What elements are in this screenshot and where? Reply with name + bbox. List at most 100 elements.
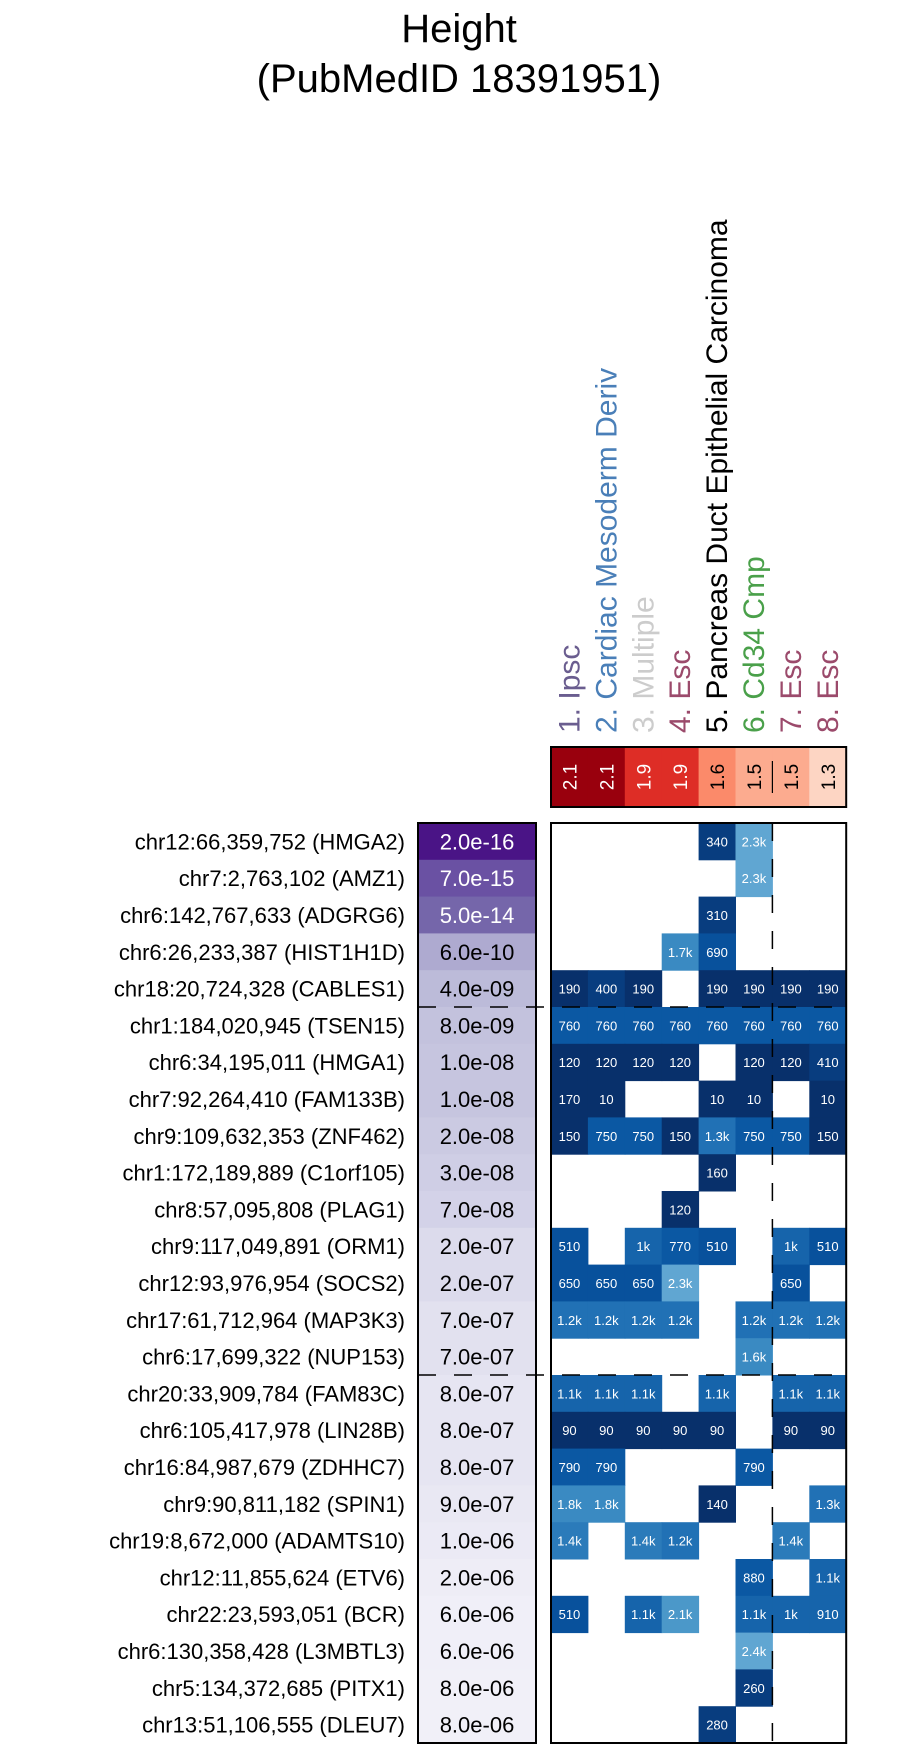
pvalue-label: 8.0e-07 [440,1418,515,1443]
cell-value: 750 [780,1129,802,1144]
cell-value: 1k [636,1239,650,1254]
heatmap-cell [624,1411,663,1450]
cell-value: 760 [559,1018,581,1033]
cell-value: 90 [673,1423,687,1438]
row-label: chr18:20,724,328 (CABLES1) [114,977,405,1002]
heatmap-cell [661,1522,700,1560]
heatmap-cell [735,823,773,861]
pvalue-cell [418,1522,536,1560]
heatmap-cell [735,970,773,1008]
cell-value: 90 [599,1423,613,1438]
pvalue-label: 4.0e-09 [440,977,515,1002]
cell-value: 790 [559,1460,581,1475]
cell-value: 120 [632,1055,654,1070]
enrichment-label: 1.9 [671,764,692,790]
enrichment-cell [735,747,773,807]
pvalue-cell [418,1559,536,1597]
heatmap-cell [698,1706,736,1744]
heatmap-cell [772,1007,810,1045]
enrichment-cell [551,747,589,807]
heatmap-cell [809,1375,847,1413]
pvalue-label: 1.0e-08 [440,1050,515,1075]
enrichment-cell [772,747,810,807]
title-line-2: (PubMedID 18391951) [257,57,662,101]
cell-value: 150 [559,1129,581,1144]
enrichment-label: 1.6 [708,764,729,790]
column-labels: 1. Ipsc 2. Cardiac Mesoderm Deriv 3. Multi… [553,219,844,733]
heatmap-cell [698,896,736,934]
pvalue-label: 8.0e-06 [440,1713,515,1738]
heatmap-cell [698,1154,736,1192]
pvalue-label: 6.0e-06 [440,1639,515,1664]
heatmap-cell [698,1411,736,1450]
heatmap-cell [809,1117,847,1155]
heatmap-cell [624,970,663,1008]
pvalue-cell [418,1485,536,1523]
cell-value: 160 [706,1166,728,1181]
pvalue-cell [418,1706,536,1744]
cell-value: 1.1k [557,1386,582,1401]
row-label: chr5:134,372,685 (PITX1) [152,1676,405,1701]
cell-value: 690 [706,945,728,960]
heatmap-cell [587,1448,626,1486]
heatmap-cell [735,1043,773,1082]
cell-value: 340 [706,834,728,849]
heatmap-cell [661,1043,700,1082]
chart-title: Height (PubMedID 18391951) [257,7,662,101]
cell-value: 190 [706,982,728,997]
column-label: 3. Multiple [627,596,660,733]
heatmap-cell [551,1595,589,1634]
pvalue-cell [418,1264,536,1302]
pvalue-cell [418,1448,536,1486]
cell-value: 10 [821,1092,835,1107]
enrichment-label: 2.1 [597,764,618,790]
row-label: chr12:66,359,752 (HMGA2) [135,829,405,854]
pvalue-cell [418,1117,536,1155]
heatmap-cell [772,970,810,1008]
row-label: chr9:109,632,353 (ZNF462) [134,1124,406,1149]
heatmap-cell [624,1595,663,1634]
row-label: chr6:105,417,978 (LIN28B) [140,1418,405,1443]
heatmap-cell [772,1301,810,1339]
heatmap-cell [587,1007,626,1045]
heatmap-cell [809,1227,847,1266]
heatmap-cell [624,1264,663,1302]
pvalue-label: 1.0e-06 [440,1529,515,1554]
heatmap-cell [587,1117,626,1155]
cell-value: 880 [743,1570,765,1585]
pvalue-cell [418,859,536,898]
cell-value: 1.4k [631,1534,656,1549]
heatmap-cell [624,1227,663,1266]
cell-value: 120 [669,1055,691,1070]
cell-value: 150 [669,1129,691,1144]
heatmap-cell [698,1007,736,1045]
pvalue-label: 8.0e-07 [440,1455,515,1480]
heatmap-cell [661,1264,700,1302]
enrichment-cell [698,747,736,807]
heatmap-cell [624,1522,663,1560]
pvalue-label: 7.0e-08 [440,1197,515,1222]
pvalue-label: 6.0e-10 [440,940,515,965]
cell-value: 400 [595,982,617,997]
enrichment-label: 1.5 [782,764,803,790]
row-labels: chr12:66,359,752 (HMGA2) chr7:2,763,102 (… [109,829,405,1737]
cell-value: 510 [559,1607,581,1622]
heatmap-cell [624,1117,663,1155]
pvalue-cell [418,1632,536,1670]
cell-value: 1k [784,1607,798,1622]
heatmap-cell [698,1375,736,1413]
row-label: chr6:26,233,387 (HIST1H1D) [119,940,405,965]
heatmap-cell [587,1411,626,1450]
cell-value: 90 [636,1423,650,1438]
pvalue-label: 2.0e-08 [440,1124,515,1149]
pvalue-cell [418,1411,536,1450]
cell-value: 90 [784,1423,798,1438]
column-label: 8. Esc [812,650,845,733]
cell-value: 650 [559,1276,581,1291]
cell-value: 190 [559,982,581,997]
cell-value: 760 [780,1018,802,1033]
pvalue-label: 8.0e-06 [440,1676,515,1701]
pvalue-label: 5.0e-14 [440,903,515,928]
row-label: chr8:57,095,808 (PLAG1) [154,1197,405,1222]
